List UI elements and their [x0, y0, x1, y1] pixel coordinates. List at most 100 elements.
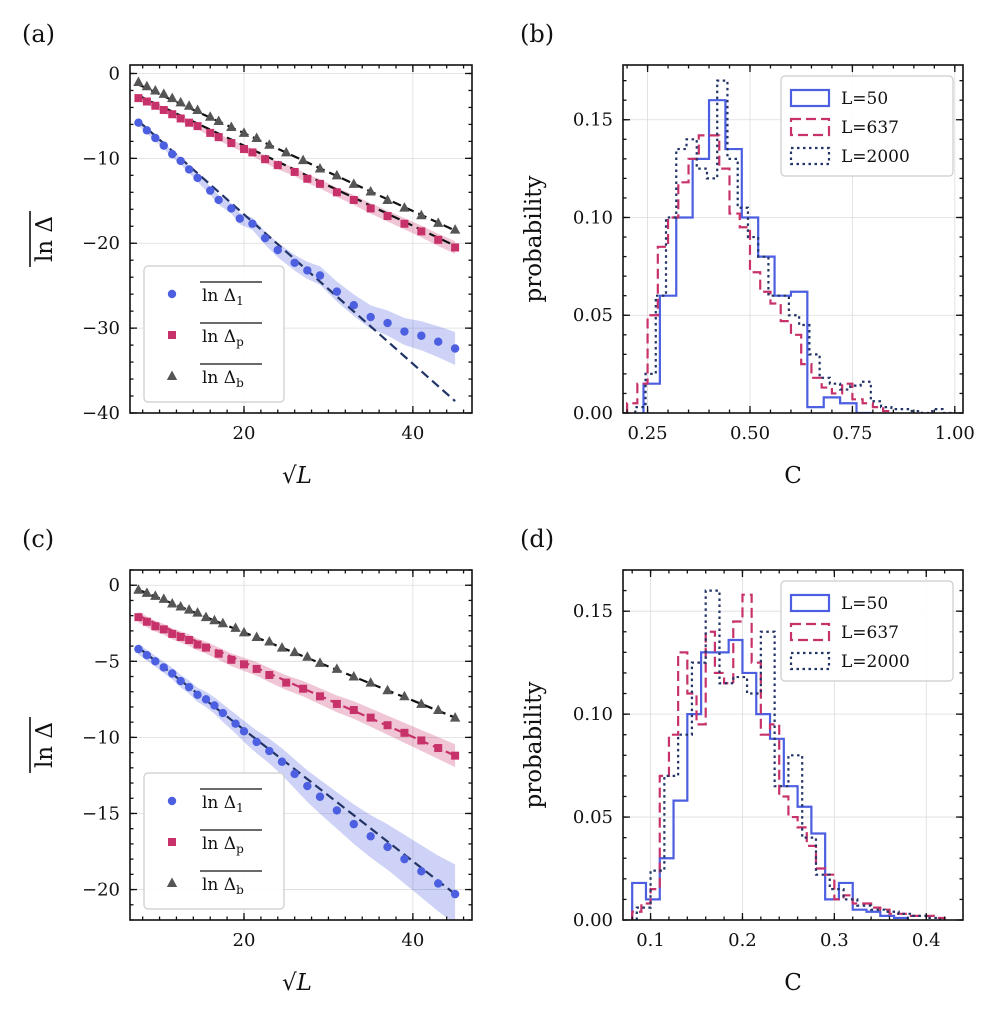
y-tick-label: −10	[82, 727, 120, 748]
data-point	[239, 727, 249, 736]
x-tick-label: 40	[401, 423, 424, 444]
data-point	[417, 331, 426, 340]
data-point	[248, 219, 257, 228]
y-tick-label: 0.00	[573, 910, 613, 931]
legend-label-main: ln Δ	[202, 834, 236, 854]
panel-d: 0.1 0.2 0.3 0.4 0.00 0.05 0.10 0.15 (d) Cprobabil…	[520, 525, 964, 996]
data-point	[265, 746, 274, 756]
data-point	[416, 698, 427, 708]
data-point	[383, 721, 392, 730]
y-tick-label: −40	[82, 403, 120, 424]
data-point	[451, 751, 460, 760]
data-point	[417, 227, 426, 236]
data-point	[434, 879, 443, 888]
y-axis-title: ln Δ	[32, 722, 58, 768]
data-point	[240, 660, 248, 669]
ticks	[130, 65, 472, 414]
legend-marker	[168, 838, 176, 846]
data-point	[150, 84, 161, 95]
series-p	[134, 611, 460, 768]
data-point	[349, 819, 358, 829]
histogram-L=50	[631, 638, 909, 920]
legend-label: L=2000	[841, 147, 910, 167]
data-point	[192, 607, 203, 617]
data-point	[158, 593, 169, 603]
data-point	[200, 611, 212, 622]
data-point	[303, 781, 312, 791]
data-point	[433, 704, 444, 714]
data-point	[214, 649, 223, 658]
legend-label-main: ln Δ	[202, 793, 236, 813]
data-point	[230, 622, 241, 632]
data-point	[331, 663, 343, 673]
data-point	[159, 105, 168, 114]
uncertainty-band	[138, 643, 456, 920]
data-point	[383, 318, 392, 328]
data-point	[175, 96, 186, 107]
data-point	[290, 769, 299, 779]
legend-label: ln Δ1	[202, 793, 244, 815]
data-point	[240, 145, 248, 154]
data-point	[276, 642, 288, 652]
x-tick-label: 40	[401, 930, 424, 951]
ticks	[130, 569, 472, 921]
data-point	[209, 614, 220, 625]
legend-label-main: ln Δ	[202, 327, 236, 347]
legend-marker	[166, 370, 178, 380]
legend-label-subscript: p	[236, 842, 244, 856]
axes-frame	[622, 569, 964, 921]
data-point	[248, 148, 257, 157]
data-point	[331, 169, 343, 180]
data-point	[134, 94, 143, 103]
data-point	[213, 115, 224, 126]
data-point	[193, 122, 202, 131]
data-point	[151, 101, 160, 110]
x-tick-label: 0.50	[730, 423, 770, 444]
legend-label: ln Δp	[202, 834, 244, 856]
histogram-L=2000	[634, 79, 953, 413]
data-point	[238, 626, 250, 637]
data-point	[399, 202, 410, 212]
data-point	[303, 266, 312, 275]
legend-marker	[167, 289, 177, 299]
data-point	[133, 584, 144, 594]
data-point	[417, 736, 426, 745]
legend-swatch	[789, 117, 831, 137]
legend-label: L=2000	[841, 652, 910, 672]
data-point	[450, 344, 460, 353]
axes-frame	[129, 569, 473, 921]
y-axis-title: ln Δ	[32, 216, 58, 262]
data-point	[349, 301, 358, 310]
series-1	[134, 118, 460, 402]
data-point	[151, 657, 160, 666]
y-tick-label: −30	[82, 318, 120, 339]
data-point	[382, 684, 393, 695]
legend-swatch	[789, 146, 831, 166]
plot-area	[133, 76, 461, 402]
x-tick-label: 0.1	[636, 930, 665, 951]
data-point	[383, 842, 392, 852]
data-point	[316, 179, 324, 188]
data-point	[252, 737, 261, 747]
legend: L=50 L=637 L=2000	[780, 580, 954, 682]
data-point	[289, 646, 300, 657]
data-point	[383, 212, 392, 221]
data-point	[159, 625, 168, 634]
data-point	[227, 139, 236, 148]
data-point	[150, 590, 161, 600]
x-tick-label: 0.4	[912, 930, 941, 951]
data-point	[400, 728, 409, 737]
data-point	[142, 651, 152, 660]
y-tick-label: 0	[109, 575, 120, 596]
data-point	[366, 204, 375, 213]
data-point	[193, 173, 202, 183]
series-1	[134, 643, 460, 920]
data-point	[450, 889, 460, 899]
legend-swatch	[789, 622, 831, 642]
data-point	[417, 867, 426, 876]
plot-area	[631, 589, 946, 920]
y-axis-title: probability	[521, 175, 547, 302]
